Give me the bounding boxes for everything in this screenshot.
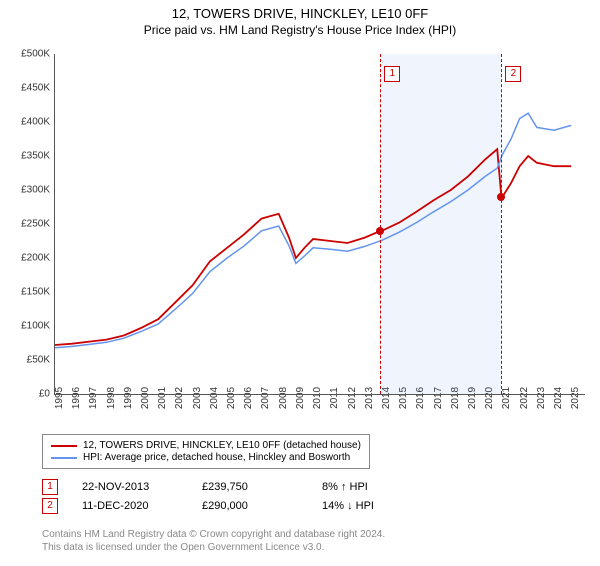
series-line-hpi (55, 113, 571, 348)
sale-marker-box: 2 (42, 498, 58, 514)
chart-subtitle: Price paid vs. HM Land Registry's House … (0, 23, 600, 37)
y-tick-label: £0 (0, 389, 54, 400)
legend-swatch (51, 457, 77, 459)
y-tick-label: £350K (0, 151, 54, 162)
y-tick-label: £500K (0, 49, 54, 60)
sale-price: £290,000 (202, 500, 292, 512)
sale-marker-box: 1 (384, 66, 400, 82)
y-tick-label: £50K (0, 355, 54, 366)
sale-delta: 14% ↓ HPI (322, 500, 412, 512)
legend-swatch (51, 445, 77, 447)
table-row: 2 11-DEC-2020 £290,000 14% ↓ HPI (42, 498, 442, 514)
sale-marker-box: 1 (42, 479, 58, 495)
y-tick-label: £450K (0, 83, 54, 94)
sale-price: £239,750 (202, 481, 292, 493)
table-row: 1 22-NOV-2013 £239,750 8% ↑ HPI (42, 479, 442, 495)
sale-delta: 8% ↑ HPI (322, 481, 412, 493)
legend-item: HPI: Average price, detached house, Hinc… (51, 452, 361, 463)
sale-dot (376, 227, 384, 235)
sale-dot (497, 193, 505, 201)
sale-vline (380, 54, 381, 394)
chart-title: 12, TOWERS DRIVE, HINCKLEY, LE10 0FF (0, 6, 600, 21)
chart-lines (55, 54, 585, 394)
legend-label: 12, TOWERS DRIVE, HINCKLEY, LE10 0FF (de… (83, 440, 361, 451)
sales-table: 1 22-NOV-2013 £239,750 8% ↑ HPI 2 11-DEC… (42, 476, 442, 517)
attribution-line: This data is licensed under the Open Gov… (42, 541, 385, 554)
plot-area: 12 (54, 54, 585, 395)
chart-container: 12, TOWERS DRIVE, HINCKLEY, LE10 0FF Pri… (0, 6, 600, 566)
sale-date: 22-NOV-2013 (82, 481, 172, 493)
legend-item: 12, TOWERS DRIVE, HINCKLEY, LE10 0FF (de… (51, 440, 361, 451)
legend-label: HPI: Average price, detached house, Hinc… (83, 452, 350, 463)
attribution: Contains HM Land Registry data © Crown c… (42, 528, 385, 554)
y-tick-label: £250K (0, 219, 54, 230)
y-tick-label: £400K (0, 117, 54, 128)
sale-vline (501, 54, 502, 394)
legend: 12, TOWERS DRIVE, HINCKLEY, LE10 0FF (de… (42, 434, 370, 469)
attribution-line: Contains HM Land Registry data © Crown c… (42, 528, 385, 541)
y-tick-label: £300K (0, 185, 54, 196)
sale-marker-box: 2 (505, 66, 521, 82)
sale-date: 11-DEC-2020 (82, 500, 172, 512)
y-tick-label: £100K (0, 321, 54, 332)
y-tick-label: £150K (0, 287, 54, 298)
y-tick-label: £200K (0, 253, 54, 264)
